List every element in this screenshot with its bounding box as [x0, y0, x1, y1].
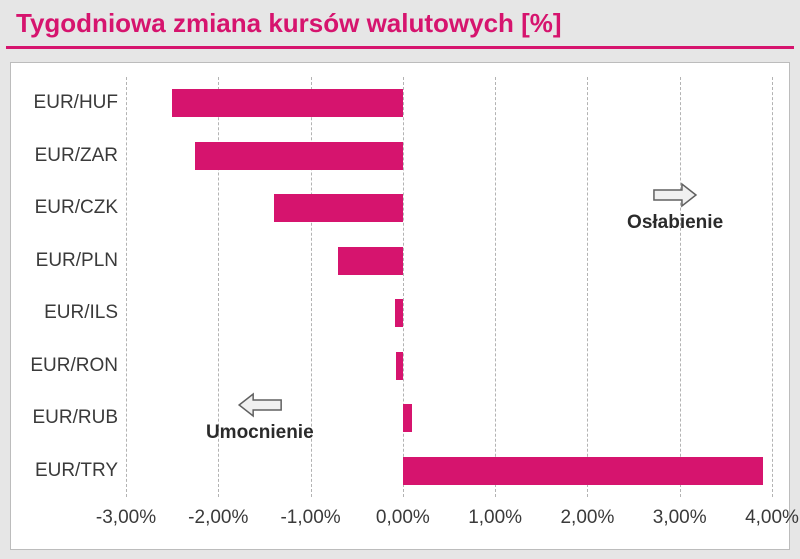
gridline	[126, 77, 127, 497]
y-axis-label: EUR/ILS	[44, 302, 118, 324]
annotation-text: Umocnienie	[206, 422, 314, 443]
bar	[274, 194, 403, 222]
x-axis-label: 1,00%	[468, 507, 522, 529]
chart-panel: -3,00%-2,00%-1,00%0,00%1,00%2,00%3,00%4,…	[10, 62, 790, 550]
gridline	[680, 77, 681, 497]
bar	[195, 142, 403, 170]
x-axis-label: 4,00%	[745, 507, 799, 529]
title-underline	[6, 46, 794, 49]
bar	[403, 457, 763, 485]
bar	[396, 352, 402, 380]
y-axis-label: EUR/TRY	[35, 460, 118, 482]
x-axis-label: -2,00%	[188, 507, 248, 529]
gridline	[772, 77, 773, 497]
x-axis-label: 3,00%	[653, 507, 707, 529]
bar	[403, 404, 412, 432]
annotation-right: Osłabienie	[627, 182, 723, 234]
gridline	[587, 77, 588, 497]
gridline	[403, 77, 404, 497]
y-axis-label: EUR/CZK	[35, 197, 118, 219]
annotation-text: Osłabienie	[627, 212, 723, 233]
y-axis-label: EUR/PLN	[36, 250, 118, 272]
annotation-left: Umocnienie	[206, 392, 314, 444]
x-axis-label: 2,00%	[560, 507, 614, 529]
y-axis-label: EUR/RUB	[32, 407, 118, 429]
plot-area: -3,00%-2,00%-1,00%0,00%1,00%2,00%3,00%4,…	[126, 77, 772, 497]
y-axis-label: EUR/RON	[30, 355, 118, 377]
x-axis-label: -1,00%	[280, 507, 340, 529]
y-axis-label: EUR/HUF	[34, 92, 118, 114]
y-axis-label: EUR/ZAR	[35, 145, 118, 167]
bar	[395, 299, 402, 327]
gridline	[495, 77, 496, 497]
x-axis-label: -3,00%	[96, 507, 156, 529]
chart-title: Tygodniowa zmiana kursów walutowych [%]	[16, 8, 562, 39]
bar	[172, 89, 403, 117]
x-axis-label: 0,00%	[376, 507, 430, 529]
bar	[338, 247, 403, 275]
